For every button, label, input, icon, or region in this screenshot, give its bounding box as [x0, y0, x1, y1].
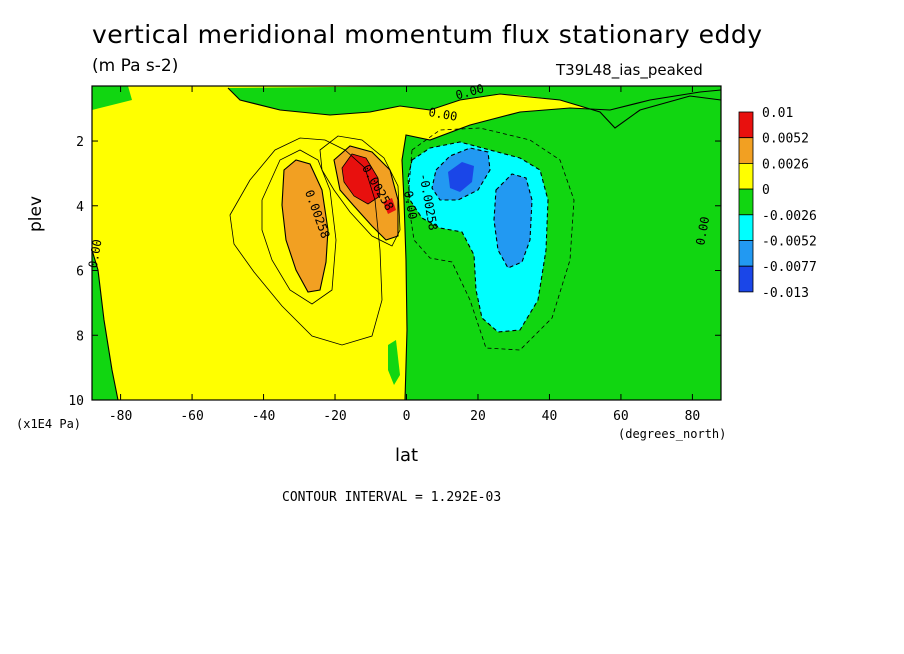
- contour-lines: [92, 87, 721, 400]
- legend-label: -0.0052: [762, 235, 817, 250]
- contour-label: 0.00: [401, 190, 420, 221]
- field-green-right: [402, 90, 721, 400]
- legend-label: 0.01: [762, 106, 793, 121]
- field-red: [342, 154, 380, 204]
- legend-swatch: [738, 111, 754, 139]
- legend-label: 0.0052: [762, 132, 809, 147]
- contour-zero: [401, 89, 721, 400]
- contour-neg-3: [493, 173, 533, 269]
- contour-neg-outer: [407, 127, 575, 351]
- field-red-2: [383, 198, 396, 214]
- y-tick-label: 2: [76, 135, 84, 150]
- x-tick-label: 0: [403, 409, 411, 424]
- contour-pos-1: [281, 159, 329, 293]
- contour-interval: CONTOUR INTERVAL = 1.292E-03: [282, 490, 502, 505]
- y-axis: 2 4 6 8 10: [68, 135, 721, 409]
- field-darkblue: [448, 162, 474, 192]
- legend-swatch: [738, 265, 754, 293]
- x-tick-label: -60: [180, 409, 203, 424]
- contour-pos-4: [341, 153, 381, 205]
- field-green-left2: [92, 250, 118, 400]
- y-tick-label: 8: [76, 329, 84, 344]
- legend-swatch: [738, 240, 754, 267]
- x-tick-label: -80: [109, 409, 132, 424]
- x-tick-label: 40: [542, 409, 558, 424]
- x-tick-label: -40: [252, 409, 275, 424]
- legend-label: 0: [762, 183, 770, 198]
- field-green-left: [92, 86, 132, 110]
- run-label: T39L48_ias_peaked: [556, 61, 703, 79]
- legend-swatch: [738, 214, 754, 241]
- chart-units: (m Pa s-2): [92, 56, 179, 76]
- field-green-lower: [388, 340, 400, 385]
- y-tick-label: 4: [76, 200, 84, 215]
- legend-label: -0.0077: [762, 260, 817, 275]
- field-orange-1: [282, 160, 328, 292]
- field-blue-2: [494, 174, 532, 268]
- field-green-top2: [228, 86, 500, 115]
- x-axis-label: lat: [395, 445, 419, 466]
- chart-title: vertical meridional momentum flux statio…: [92, 20, 763, 49]
- y-axis-units: (x1E4 Pa): [16, 417, 82, 431]
- legend-label: 0.0026: [762, 157, 809, 172]
- legend-label: -0.0026: [762, 209, 817, 224]
- contour-label: 0.00: [693, 216, 712, 247]
- contour-pos-thin-outer: [229, 137, 383, 346]
- legend-swatch: [738, 188, 754, 216]
- x-tick-label: 60: [613, 409, 629, 424]
- contour-pos-thin-2: [261, 149, 337, 305]
- x-tick-label: 80: [685, 409, 701, 424]
- contour-label: 0.00: [427, 105, 458, 124]
- contour-pos-2: [319, 135, 401, 247]
- color-legend: 0.01 0.0052 0.0026 0 -0.0026 -0.0052 -0.0077 -0…: [738, 106, 817, 301]
- contour-label: 0.00: [86, 238, 105, 269]
- contour-neg-1: [407, 141, 549, 333]
- x-tick-label: -20: [323, 409, 346, 424]
- x-axis: -80 -60 -40 -20 0 20 40 60 80: [109, 86, 700, 424]
- x-axis-units: (degrees_north): [618, 427, 727, 441]
- contour-pos-3: [333, 145, 399, 241]
- legend-swatch: [738, 137, 754, 164]
- x-tick-label: 20: [470, 409, 486, 424]
- contour-neg-2: [431, 147, 491, 201]
- y-tick-label: 10: [68, 394, 84, 409]
- legend-swatch: [738, 162, 754, 190]
- field-green-top: [228, 86, 721, 128]
- contour-zero-top: [227, 87, 721, 129]
- y-tick-label: 6: [76, 265, 84, 280]
- contour-zero-left: [92, 249, 119, 400]
- legend-label: -0.013: [762, 286, 809, 301]
